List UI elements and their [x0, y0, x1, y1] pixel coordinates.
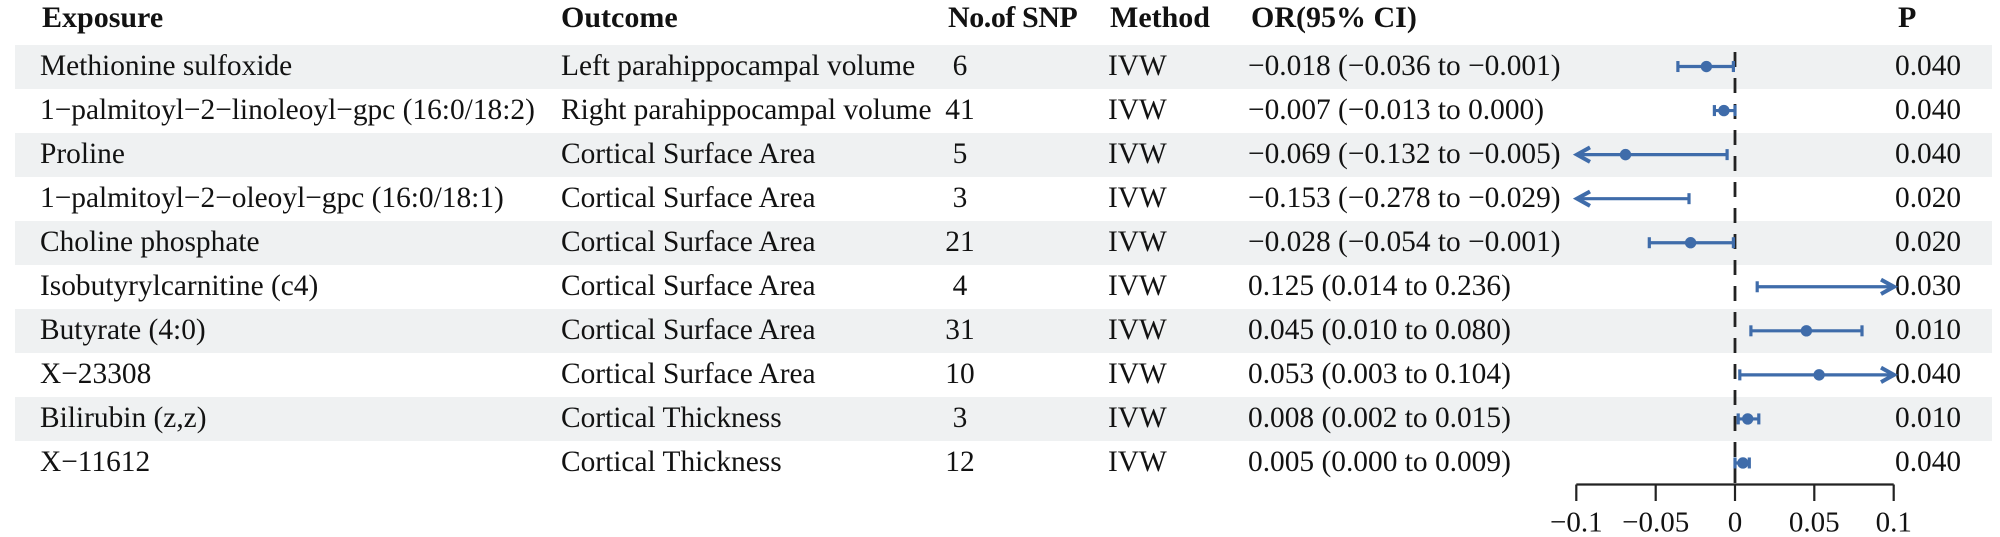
svg-text:−0.05: −0.05: [1622, 507, 1689, 537]
svg-text:−0.1: −0.1: [1550, 507, 1603, 537]
svg-text:0.05: 0.05: [1789, 507, 1840, 537]
svg-text:0: 0: [1728, 507, 1743, 537]
svg-text:0.1: 0.1: [1876, 507, 1912, 537]
